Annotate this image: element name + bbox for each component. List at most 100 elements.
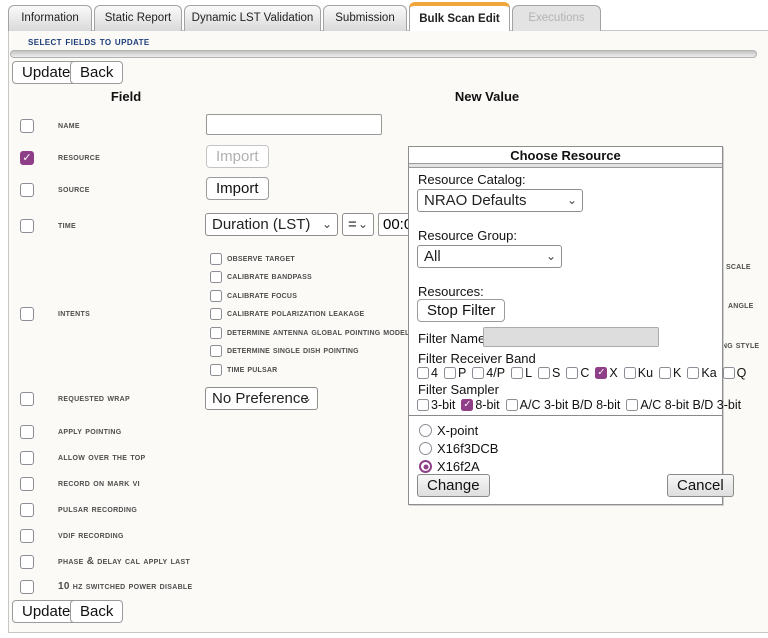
intent-checkbox-single-dish-pointing[interactable] <box>210 344 222 357</box>
dialog-title: Choose Resource <box>409 147 722 164</box>
sampler-checkbox-3bit[interactable] <box>417 399 429 411</box>
radio-x16f2a[interactable] <box>419 460 432 473</box>
field-label: Pulsar Recording <box>58 504 138 516</box>
field-checkbox-10hz-switched-power[interactable] <box>20 579 34 594</box>
band-checkbox-p[interactable] <box>443 367 456 379</box>
update-button-top[interactable]: Update <box>12 61 81 84</box>
tab-bulk-scan-edit[interactable]: Bulk Scan Edit <box>409 2 510 31</box>
band-checkbox-ku[interactable] <box>623 367 636 379</box>
field-row-time: Time <box>20 217 76 233</box>
time-operator-select[interactable]: = ⌄ <box>342 213 374 236</box>
sampler-label: A/C 3-bit B/D 8-bit <box>519 398 621 412</box>
time-type-select[interactable]: Duration (LST) ⌄ <box>205 213 338 236</box>
cancel-button[interactable]: Cancel <box>667 474 734 497</box>
resource-option-row: X16f3DCB <box>419 441 498 456</box>
field-checkbox-resource[interactable] <box>20 150 34 165</box>
band-checkbox-ka[interactable] <box>687 367 700 379</box>
field-checkbox-apply-pointing[interactable] <box>20 424 34 439</box>
back-button-top[interactable]: Back <box>70 61 124 84</box>
field-row-vdif-recording: VDIF Recording <box>20 527 124 543</box>
sampler-checkbox-ac8-bd3[interactable] <box>626 399 639 411</box>
requested-wrap-select[interactable]: No Preference ⌄ <box>205 387 318 410</box>
back-button-bottom[interactable]: Back <box>70 600 124 623</box>
field-checkbox-record-on-mark-vi[interactable] <box>20 476 34 491</box>
band-checkbox-4[interactable] <box>417 367 429 379</box>
tab-executions: Executions <box>512 5 601 31</box>
resource-catalog-select[interactable]: NRAO Defaults ⌄ <box>417 189 583 212</box>
sampler-label: 3-bit <box>431 398 456 412</box>
intent-checkbox-calibrate-polarization[interactable] <box>210 307 222 320</box>
background-label-fragment-ng-style: ng Style <box>722 340 760 351</box>
chevron-down-icon: ⌄ <box>566 193 577 207</box>
field-checkbox-phase-delay-cal[interactable] <box>20 554 34 569</box>
intent-checkbox-observe-target[interactable] <box>210 252 222 265</box>
tab-submission[interactable]: Submission <box>323 5 407 31</box>
field-row-source: Source <box>20 181 90 197</box>
resource-catalog-label: Resource Catalog: <box>418 172 526 187</box>
band-label: 4/P <box>486 366 506 380</box>
field-checkbox-allow-over-the-top[interactable] <box>20 450 34 465</box>
band-checkbox-4p[interactable] <box>472 367 485 379</box>
band-checkbox-q[interactable] <box>722 367 735 379</box>
band-checkbox-l[interactable] <box>511 367 524 379</box>
stop-filter-button[interactable]: Stop Filter <box>417 299 506 322</box>
source-import-button[interactable]: Import <box>206 177 269 200</box>
field-row-apply-pointing: Apply Pointing <box>20 423 122 439</box>
column-header-new-value: New Value <box>454 89 520 104</box>
field-checkbox-requested-wrap[interactable] <box>20 391 34 406</box>
band-label: X <box>609 366 618 380</box>
intent-row: Calibrate Bandpass <box>210 268 312 284</box>
field-row-allow-over-the-top: Allow Over The Top <box>20 449 146 465</box>
band-label: Ka <box>701 366 717 380</box>
intent-row: Determine Single Dish Pointing <box>210 342 359 358</box>
resource-import-button: Import <box>206 145 269 168</box>
band-checkbox-k[interactable] <box>659 367 672 379</box>
sampler-checkbox-8bit[interactable] <box>461 399 474 411</box>
intent-row: Calibrate Polarization Leakage <box>210 305 364 321</box>
radio-x16f3dcb[interactable] <box>419 442 432 455</box>
tab-information[interactable]: Information <box>8 5 92 31</box>
sampler-label: 8-bit <box>475 398 500 412</box>
intent-label: Time Pulsar <box>227 364 278 376</box>
intent-label: Calibrate Polarization Leakage <box>227 308 365 320</box>
band-checkbox-c[interactable] <box>566 367 579 379</box>
resource-group-selected: All <box>424 248 441 265</box>
field-label: 10 Hz Switched Power Disable <box>58 581 193 593</box>
field-row-requested-wrap: Requested Wrap <box>20 390 130 406</box>
resource-group-select[interactable]: All ⌄ <box>417 245 562 268</box>
field-checkbox-name[interactable] <box>20 118 34 133</box>
field-checkbox-vdif-recording[interactable] <box>20 528 34 543</box>
receiver-band-options: 4 P 4/P L S C X Ku K Ka Q <box>417 366 752 380</box>
radio-x-point[interactable] <box>419 424 432 437</box>
field-label: Time <box>58 220 76 232</box>
sampler-checkbox-ac3-bd8[interactable] <box>505 399 518 411</box>
band-checkbox-x[interactable] <box>595 367 608 379</box>
field-checkbox-intents[interactable] <box>20 306 34 321</box>
column-header-field: Field <box>110 89 142 104</box>
resource-option-label: X16f3DCB <box>437 441 499 456</box>
tab-static-report[interactable]: Static Report <box>94 5 182 31</box>
intent-checkbox-calibrate-bandpass[interactable] <box>210 270 222 283</box>
field-checkbox-source[interactable] <box>20 182 34 197</box>
change-button[interactable]: Change <box>417 474 490 497</box>
tab-dynamic-lst-validation[interactable]: Dynamic LST Validation <box>184 5 321 31</box>
band-label: P <box>457 366 467 380</box>
intent-label: Determine Antenna Global Pointing Model <box>227 327 410 339</box>
horizontal-scrollbar[interactable] <box>10 50 757 58</box>
band-label: Q <box>736 366 747 380</box>
field-row-10hz-switched-power: 10 Hz Switched Power Disable <box>20 578 192 594</box>
update-button-bottom[interactable]: Update <box>12 600 81 623</box>
band-label: K <box>673 366 682 380</box>
field-checkbox-pulsar-recording[interactable] <box>20 502 34 517</box>
intent-row: Observe Target <box>210 250 295 266</box>
intent-checkbox-antenna-global-pointing[interactable] <box>210 326 222 339</box>
intent-checkbox-calibrate-focus[interactable] <box>210 289 222 302</box>
band-checkbox-s[interactable] <box>538 367 551 379</box>
intent-checkbox-time-pulsar[interactable] <box>210 363 222 376</box>
band-label: Ku <box>637 366 654 380</box>
resource-group-label: Resource Group: <box>418 228 517 243</box>
name-input[interactable] <box>206 114 382 135</box>
field-checkbox-time[interactable] <box>20 218 34 233</box>
time-operator-selected: = <box>348 216 357 233</box>
filter-sampler-label: Filter Sampler <box>418 382 499 397</box>
